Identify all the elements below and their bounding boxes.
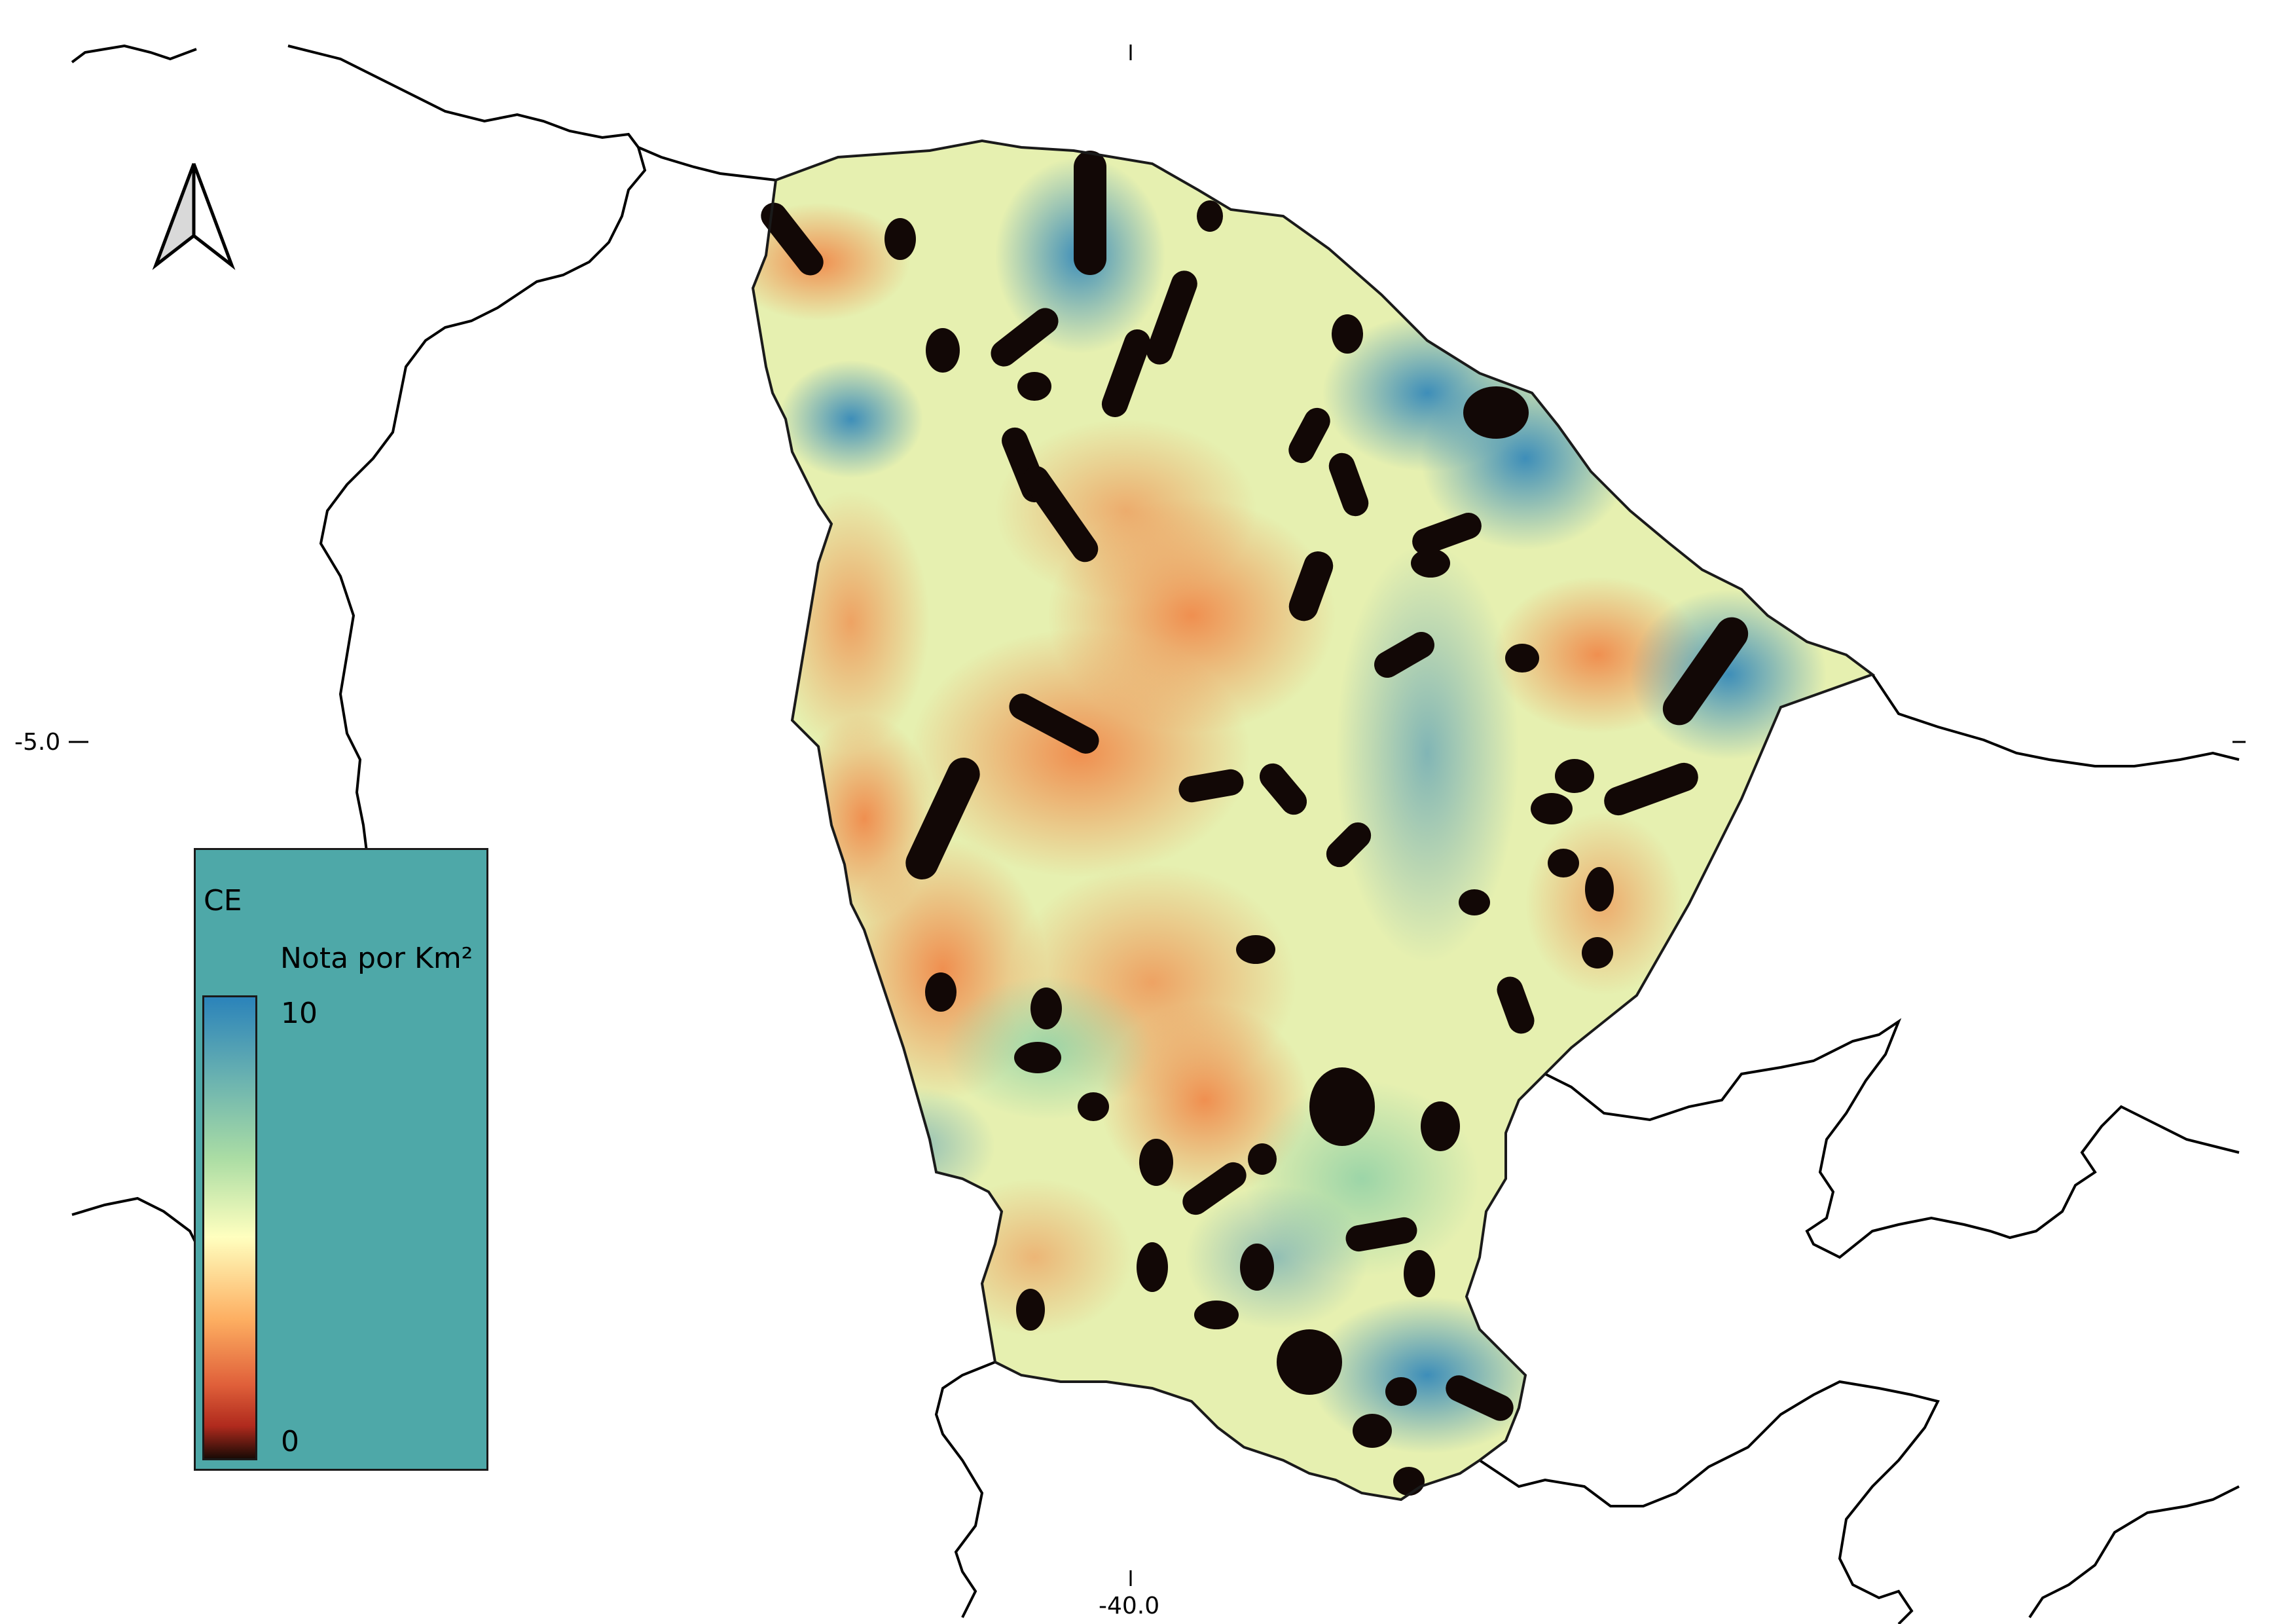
cluster [1023, 466, 1099, 563]
cluster [1277, 1329, 1342, 1395]
boundary-west [319, 147, 647, 852]
axis-ticks [69, 45, 2246, 1586]
high-density-clusters [761, 151, 1749, 1496]
boundary-top-fragment [71, 44, 197, 64]
cluster [1328, 452, 1369, 517]
legend-max-label: 10 [281, 997, 318, 1030]
cluster [1101, 329, 1151, 417]
boundary-east [1871, 673, 2240, 767]
cluster [1353, 1414, 1392, 1448]
cluster [1662, 617, 1749, 726]
ce-density-surface [753, 141, 1872, 1500]
cluster [991, 308, 1059, 367]
cluster [926, 328, 960, 373]
cluster [884, 218, 916, 260]
cluster [1178, 769, 1244, 803]
cluster [1446, 1375, 1514, 1421]
legend-min-label: 0 [281, 1425, 299, 1458]
cluster [761, 202, 824, 276]
cluster [1236, 935, 1275, 964]
x-axis-label: -40.0 [1099, 1593, 1160, 1619]
cluster [1585, 867, 1614, 912]
cluster [1009, 693, 1099, 754]
cluster [1078, 1092, 1109, 1121]
cluster [1374, 632, 1434, 678]
cluster [1332, 314, 1363, 354]
cluster [1421, 1101, 1460, 1151]
neighbor-boundaries [71, 44, 2240, 1624]
cluster [1182, 1162, 1247, 1215]
cluster [1017, 372, 1051, 401]
cluster [1326, 822, 1372, 868]
cluster [1505, 644, 1539, 673]
cluster [1146, 270, 1197, 365]
legend-subtitle: Nota por Km² [280, 942, 473, 975]
cluster [1463, 386, 1529, 439]
cluster [1582, 937, 1613, 969]
legend-color-ramp [202, 995, 257, 1460]
y-axis-label: -5.0 [14, 729, 61, 756]
cluster [1197, 200, 1223, 232]
cluster [1137, 1242, 1168, 1292]
cluster [905, 758, 980, 879]
boundary-far-southeast [2028, 1485, 2240, 1619]
cluster [1404, 1250, 1435, 1297]
cluster [1194, 1301, 1239, 1329]
cluster [1139, 1139, 1173, 1186]
cluster [1074, 151, 1106, 275]
cluster [1497, 976, 1535, 1034]
legend-panel: CE Nota por Km² 10 0 [194, 848, 488, 1471]
boundary-southwest [71, 1196, 198, 1245]
cluster [1240, 1244, 1274, 1291]
cluster [1288, 407, 1330, 464]
cluster [1548, 849, 1579, 877]
boundary-south-west [934, 1361, 996, 1618]
cluster [1459, 889, 1490, 915]
cluster [1016, 1289, 1045, 1331]
cluster [1604, 762, 1698, 816]
cluster [1030, 987, 1062, 1029]
boundary-southeast-1 [1544, 1018, 2240, 1259]
cluster [1014, 1042, 1061, 1073]
cluster [1531, 793, 1573, 824]
ce-boundary [751, 139, 1876, 1502]
north-arrow-icon [152, 163, 236, 270]
cluster [1288, 551, 1334, 621]
cluster [1555, 759, 1594, 793]
cluster [1259, 763, 1307, 815]
legend-title: CE [204, 884, 242, 917]
cluster [925, 972, 957, 1012]
boundary-northwest [287, 45, 776, 181]
cluster [1411, 549, 1450, 578]
cluster [1345, 1217, 1417, 1252]
cluster [1309, 1067, 1375, 1146]
cluster [1248, 1143, 1277, 1175]
cluster [1412, 513, 1482, 555]
cluster [1393, 1467, 1425, 1496]
cluster [1385, 1377, 1417, 1406]
boundary-southeast-2 [1478, 1380, 1940, 1624]
